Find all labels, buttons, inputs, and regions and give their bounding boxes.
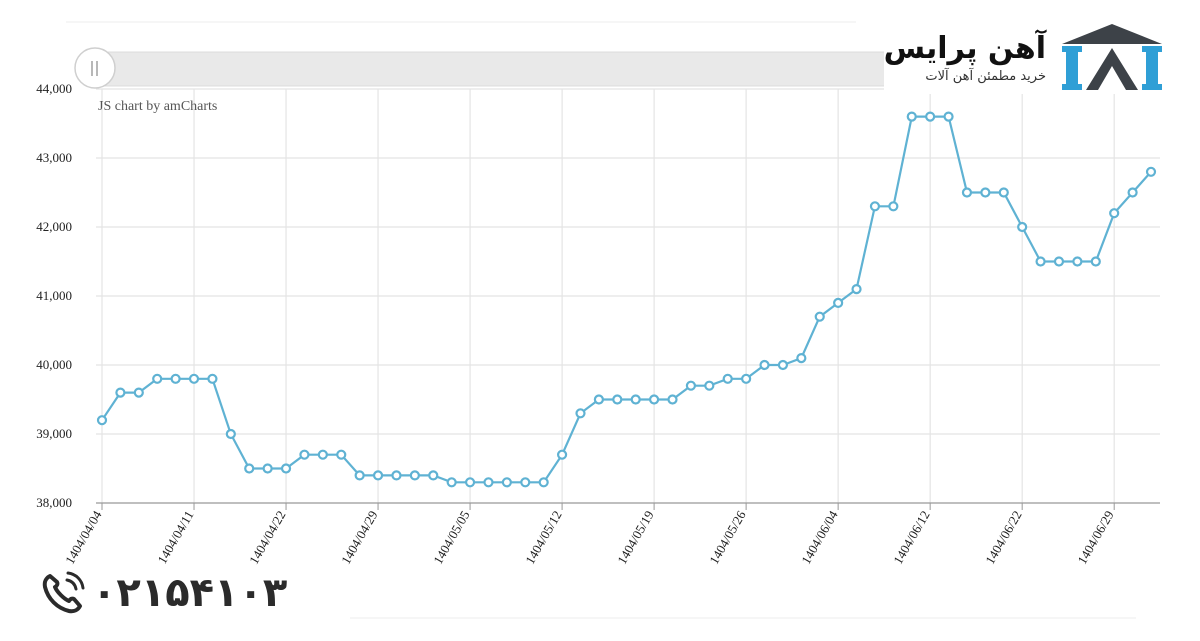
phone-contact[interactable]: ۰۲۱۵۴۱۰۳ [40,570,287,616]
data-point[interactable] [851,284,862,295]
data-point[interactable] [538,477,549,488]
data-point[interactable] [262,463,273,474]
y-tick-label: 42,000 [36,219,72,234]
brand-mark-icon [1062,24,1162,90]
data-point[interactable] [1053,256,1065,267]
data-point[interactable] [409,470,420,481]
x-tick-label: 1404/04/04 [62,508,105,567]
data-point[interactable] [225,428,236,440]
x-axis-ticks: 1404/04/04 1404/04/11 1404/04/22 1404/04/29… [62,503,1117,567]
x-tick-label: 1404/06/04 [798,508,841,567]
data-point[interactable] [704,380,715,391]
data-point[interactable] [612,394,623,405]
brand-name: آهن پرایس [883,31,1046,66]
data-point[interactable] [906,111,917,122]
phone-number: ۰۲۱۵۴۱۰۳ [92,570,288,616]
data-point[interactable] [299,449,310,460]
x-tick-label: 1404/05/26 [706,508,749,567]
y-tick-label: 43,000 [36,150,72,165]
chart-credit[interactable]: JS chart by amCharts [98,99,217,114]
data-point[interactable] [317,449,328,460]
x-tick-label: 1404/06/29 [1074,508,1117,567]
data-point[interactable] [464,477,476,488]
x-tick-label: 1404/05/05 [430,508,473,567]
data-point[interactable] [833,297,844,308]
data-point[interactable] [391,470,402,481]
data-point[interactable] [170,373,181,384]
data-point[interactable] [244,463,255,474]
data-point[interactable] [667,394,678,405]
data-point[interactable] [630,394,641,405]
data-point[interactable] [575,408,586,419]
data-point[interactable] [336,449,347,460]
data-point[interactable] [814,311,825,322]
x-tick-label: 1404/05/12 [522,508,565,567]
data-point[interactable] [483,477,494,488]
data-point[interactable] [925,111,936,122]
data-point[interactable] [115,387,126,398]
data-point[interactable] [1017,221,1028,233]
data-point[interactable] [428,470,439,481]
data-point[interactable] [520,477,531,488]
data-point[interactable] [759,359,770,371]
x-tick-label: 1404/06/12 [890,508,933,567]
data-point[interactable] [1072,256,1083,267]
data-point[interactable] [354,470,365,481]
data-point[interactable] [501,477,512,488]
data-point[interactable] [1035,256,1046,267]
y-tick-label: 39,000 [36,426,72,441]
data-point[interactable] [446,477,457,488]
x-tick-label: 1404/05/19 [614,508,657,567]
data-point[interactable] [943,111,954,122]
y-axis-ticks: 38,000 39,000 40,000 41,000 42,000 43,000 44,0… [36,81,72,510]
data-point[interactable] [152,373,163,384]
series-points [96,111,1157,488]
series-line [101,115,1152,484]
grid-lines [96,88,1160,503]
data-point[interactable] [280,463,292,474]
data-point[interactable] [593,394,604,405]
data-point[interactable] [372,470,384,481]
x-tick-label: 1404/04/29 [338,508,381,567]
data-point[interactable] [1109,208,1120,219]
data-point[interactable] [869,201,881,212]
x-tick-label: 1404/04/22 [246,508,289,567]
data-point[interactable] [722,373,733,384]
x-tick-label: 1404/06/22 [982,508,1025,567]
data-point[interactable] [796,353,807,364]
data-point[interactable] [961,187,973,198]
x-tick-label: 1404/04/11 [154,508,196,566]
data-point[interactable] [741,373,752,384]
data-point[interactable] [1090,256,1101,267]
scrollbar-grip[interactable] [74,47,116,89]
y-tick-label: 38,000 [36,495,72,510]
y-tick-label: 41,000 [36,288,72,303]
y-tick-label: 44,000 [36,81,72,96]
chart-scrollbar[interactable] [74,47,899,89]
data-point[interactable] [998,187,1009,198]
data-point[interactable] [888,201,899,212]
data-point[interactable] [980,187,991,198]
data-point[interactable] [133,387,144,398]
data-point[interactable] [777,359,789,371]
brand-logo: آهن پرایس خرید مطمئن آهن آلات [883,22,1164,94]
data-point[interactable] [649,394,660,405]
data-point[interactable] [188,373,200,384]
brand-tagline: خرید مطمئن آهن آلات [925,69,1046,84]
phone-icon [42,571,85,614]
data-point[interactable] [556,449,568,460]
data-point[interactable] [1145,166,1157,177]
data-point[interactable] [207,373,218,384]
brand-text: آهن پرایس خرید مطمئن آهن آلات [884,32,1046,84]
data-point[interactable] [96,415,108,426]
y-tick-label: 40,000 [36,357,72,372]
data-point[interactable] [1127,187,1138,198]
data-point[interactable] [685,380,697,391]
